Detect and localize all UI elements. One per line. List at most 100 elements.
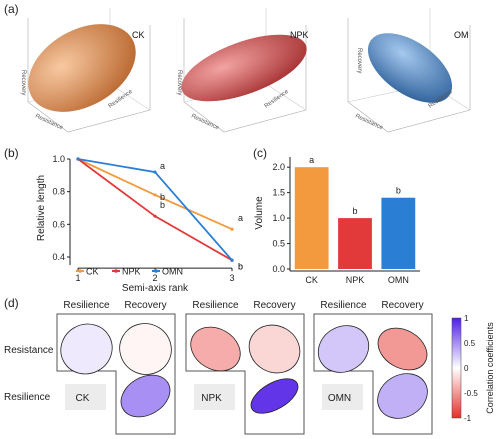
cell-resilience-recovery-ck [120, 374, 171, 418]
y-tick-label: 0.4 [52, 252, 65, 262]
x-tick-label: NPK [346, 275, 365, 285]
row-label-resilience: Resilience [4, 392, 51, 403]
axis-recovery-npk: Recovery [176, 70, 182, 95]
heatmap-frame-npk [185, 313, 305, 435]
colorbar-tick-label: 0.5 [464, 339, 476, 348]
panel-c-letter: (c) [253, 146, 267, 160]
bar-ck [294, 167, 329, 269]
ellipsoid-om [367, 33, 453, 103]
y-tick-label: 1.0 [272, 213, 285, 223]
row-label-resistance: Resistance [4, 345, 54, 356]
significance-label: b [238, 261, 243, 271]
col-label-resilience: Resilience [320, 300, 367, 311]
cell-resistance-resilience-ck [60, 323, 113, 375]
significance-label: a [160, 161, 165, 171]
cell-resistance-recovery-omn [377, 327, 428, 371]
ellipsoid-ck [28, 24, 136, 112]
colorbar-tick-label: -0.5 [464, 389, 478, 398]
cell-resilience-recovery-npk [250, 378, 299, 414]
legend-marker-omn [154, 269, 158, 273]
panel-d-letter: (d) [4, 296, 19, 310]
bar-npk [338, 218, 372, 269]
group-label-box-omn [322, 384, 363, 410]
group-label-ck: CK [76, 393, 90, 404]
series-point-omn [153, 170, 157, 174]
series-point-omn [230, 258, 234, 262]
cell-resistance-resilience-omn [317, 325, 370, 373]
y-tick-label: 0.8 [52, 187, 65, 197]
heatmap-frame-ck [56, 313, 176, 435]
line-chart: 0.4 0.6 0.8 1.0 1 2 3 Semi-axis rank Relative le… [36, 154, 243, 294]
cell-resistance-resilience-npk [190, 326, 241, 372]
series-line-npk [77, 158, 233, 262]
series-line-omn [77, 158, 233, 261]
correlation-heatmap: Resistance Resilience Resilience Recovery CK… [4, 300, 495, 435]
axis-recovery-om: Recovery [356, 48, 362, 73]
axis-recovery-ck: Recovery [20, 70, 26, 95]
series-point-npk [153, 214, 157, 218]
legend-label-omn: OMN [162, 267, 183, 277]
bar-significance-label: a [309, 155, 314, 165]
group-label-npk: NPK [201, 393, 222, 404]
axis-resistance-ck: Resistance [34, 113, 64, 131]
y-tick-label: 0.5 [272, 239, 285, 249]
panel-a-letter: (a) [4, 2, 19, 16]
series-point-ck [230, 227, 234, 231]
axis-resistance-om: Resistance [354, 113, 384, 131]
x-tick-label: CK [305, 275, 318, 285]
legend-label-ck: CK [86, 267, 99, 277]
bar-chart: 0.0 0.5 1.0 1.5 2.0 Volume a CK b NPK b OMN [254, 155, 420, 285]
y-tick-label: 2.0 [272, 162, 285, 172]
ellipsoid-label-om: OM [454, 30, 469, 40]
y-axis-label: Volume [254, 196, 265, 230]
y-tick-label: 0.6 [52, 219, 65, 229]
legend-label-npk: NPK [122, 267, 141, 277]
significance-label: a [238, 213, 243, 223]
col-label-resilience: Resilience [192, 300, 239, 311]
significance-label: b [160, 200, 165, 210]
y-axis-label: Relative length [36, 175, 47, 241]
ellipsoid-panel: CK Recovery Resistance Resilience NPK Re… [20, 8, 471, 133]
axis-resilience-npk: Resilience [264, 88, 291, 109]
cell-resistance-recovery-npk [248, 324, 301, 374]
ellipsoid-box-ck: CK Recovery Resistance Resilience [20, 8, 151, 133]
series-point-ck [153, 193, 157, 197]
colorbar [451, 317, 462, 419]
significance-label: b [160, 192, 165, 202]
y-tick-label: 1.0 [52, 154, 65, 164]
group-label-omn: OMN [328, 393, 351, 404]
ellipsoid-label-ck: CK [132, 30, 145, 40]
legend-marker-npk [114, 269, 118, 273]
cell-resistance-recovery-ck [119, 323, 172, 375]
colorbar-tick-label: -1 [464, 414, 472, 423]
group-label-box-npk [194, 384, 235, 410]
x-tick-label: 1 [75, 273, 80, 283]
col-label-recovery: Recovery [381, 300, 423, 311]
ellipsoid-box-om: OM Recovery Resistance Resilience [347, 8, 471, 133]
x-axis-label: Semi-axis rank [122, 283, 189, 294]
colorbar-title: Correlation coefficients [485, 322, 495, 414]
y-tick-label: 0.0 [272, 264, 285, 274]
legend-marker-ck [78, 269, 82, 273]
x-tick-label: OMN [388, 275, 409, 285]
ellipsoid-npk [181, 34, 307, 102]
bar-significance-label: b [396, 186, 401, 196]
heatmap-frame-omn [313, 313, 433, 435]
col-label-resilience: Resilience [63, 300, 110, 311]
y-tick-label: 1.5 [272, 188, 285, 198]
axis-resistance-npk: Resistance [190, 113, 220, 131]
x-tick-label: 3 [229, 273, 234, 283]
series-point-omn [76, 157, 80, 161]
cell-resilience-recovery-omn [377, 373, 428, 419]
x-tick-label: 2 [152, 273, 157, 283]
bar-significance-label: b [352, 206, 357, 216]
ellipsoid-box-npk: NPK Recovery Resistance Resilience [176, 8, 309, 133]
colorbar-tick-label: 0 [464, 364, 469, 373]
group-label-box-ck [65, 384, 106, 410]
significance-label: b [238, 261, 243, 271]
bar-omn [381, 197, 416, 269]
colorbar-tick-label: 1 [464, 314, 469, 323]
panel-b-letter: (b) [4, 146, 19, 160]
col-label-recovery: Recovery [253, 300, 295, 311]
col-label-recovery: Recovery [124, 300, 166, 311]
